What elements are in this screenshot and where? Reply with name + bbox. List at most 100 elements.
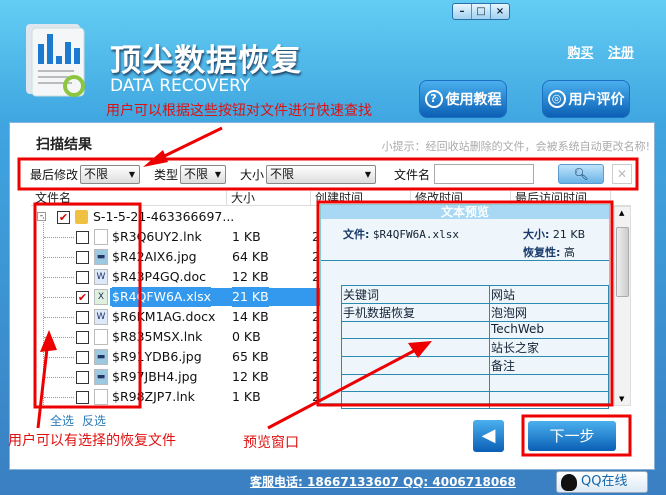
- created-time: 2014-12-12 9...: [312, 249, 319, 264]
- created-time: 2014-12-8 11...: [312, 329, 319, 344]
- file-size: 1 KB: [232, 389, 261, 404]
- app-subtitle: DATA RECOVERY: [110, 76, 251, 96]
- annotation-filter: 用户可以根据这些按钮对文件进行快速查找: [106, 103, 372, 119]
- preview-cell: [341, 356, 490, 375]
- selection-links: 全选 反选: [50, 412, 114, 429]
- file-checkbox[interactable]: [76, 391, 89, 404]
- contact-info: 客服电话: 18667133607 QQ: 4006718068: [250, 475, 516, 489]
- close-button[interactable]: ×: [490, 4, 509, 19]
- preview-cell: TechWeb: [488, 321, 610, 339]
- maximize-button[interactable]: □: [471, 4, 490, 19]
- modified-label: 最后修改: [30, 167, 79, 182]
- col-accessed[interactable]: 最后访问时间: [511, 191, 611, 205]
- preview-cell: 备注: [488, 356, 610, 375]
- reviews-label: 用户评价: [568, 92, 625, 108]
- file-checkbox[interactable]: [76, 311, 89, 324]
- preview-row: 关键词 网站: [341, 285, 610, 304]
- close-icon: ✕: [616, 167, 628, 181]
- annotation-select: 用户可以有选择的恢复文件: [8, 433, 176, 449]
- file-name: $R91YDB6.jpg: [112, 349, 202, 364]
- col-size[interactable]: 大小: [227, 191, 311, 205]
- preview-table: 关键词 网站 手机数据恢复 泡泡网 TechWeb 站长之家 备注: [341, 285, 610, 409]
- window-controls: – □ ×: [452, 3, 510, 20]
- root-checkbox[interactable]: ✔: [57, 211, 70, 224]
- scan-results-title: 扫描结果: [36, 137, 92, 153]
- file-size: 21 KB: [232, 287, 269, 307]
- minimize-button[interactable]: –: [459, 6, 465, 17]
- created-time: 2014-12-15 16...: [312, 349, 319, 364]
- search-icon: 🔍︎: [573, 167, 589, 181]
- file-name: $R3Q6UY2.lnk: [112, 229, 202, 244]
- preview-row: TechWeb: [341, 321, 610, 339]
- file-size: 65 KB: [232, 349, 269, 364]
- file-checkbox[interactable]: [76, 251, 89, 264]
- file-name: $R98ZJP7.lnk: [112, 389, 195, 404]
- word-icon: W: [94, 309, 108, 325]
- file-label: 文件:: [343, 228, 370, 241]
- file-checkbox[interactable]: ✔: [76, 291, 89, 304]
- file-checkbox[interactable]: [76, 331, 89, 344]
- preview-row: 站长之家: [341, 338, 610, 357]
- date-cells: 2014-12-16 1...2014-12-16 1...2014-12-16…: [312, 307, 319, 327]
- file-value: $R4QFW6A.xlsx: [372, 228, 459, 241]
- tutorial-button[interactable]: ? 使用教程: [419, 80, 507, 118]
- preview-cell: [341, 391, 490, 409]
- back-button[interactable]: ◀: [473, 420, 504, 452]
- file-icon: [94, 389, 108, 405]
- file-icon: [94, 329, 108, 345]
- preview-row: [341, 391, 610, 409]
- scroll-down-icon[interactable]: ▼: [619, 395, 625, 403]
- clear-button[interactable]: ✕: [612, 164, 632, 184]
- annotation-preview: 预览窗口: [243, 435, 299, 451]
- preview-cell: [488, 374, 610, 392]
- preview-cell: [341, 321, 490, 339]
- excel-icon: X: [94, 289, 108, 305]
- invert-selection-link[interactable]: 反选: [82, 414, 107, 428]
- date-cells: 2014-12-8 11...2014-12-8 11...2014-12-8 …: [312, 327, 319, 347]
- filename-input[interactable]: [434, 164, 535, 184]
- preview-cell: 手机数据恢复: [341, 303, 490, 322]
- created-time: 2014-12-16 1...: [312, 309, 319, 324]
- buy-link[interactable]: 购买: [567, 46, 594, 61]
- preview-cell: 站长之家: [488, 338, 610, 357]
- file-size: 1 KB: [232, 229, 261, 244]
- type-select[interactable]: 不限: [180, 164, 227, 184]
- date-cells: 2014-12-12 1...2014-12-12 1...2014-12-12…: [312, 367, 319, 387]
- file-checkbox[interactable]: [76, 231, 89, 244]
- col-created[interactable]: 创建时间: [311, 191, 411, 205]
- size-label-preview: 大小:: [523, 228, 550, 241]
- scroll-thumb[interactable]: [616, 227, 629, 297]
- scrollbar[interactable]: ▲ ▼: [614, 206, 631, 406]
- scroll-up-icon[interactable]: ▲: [619, 209, 625, 217]
- image-icon: ▬: [94, 369, 108, 385]
- date-cells: 2014-12-3 15:...2014-12-3 15:...2014-12-…: [312, 267, 319, 287]
- qq-online-button[interactable]: QQ在线: [556, 471, 648, 493]
- preview-cell: [341, 338, 490, 357]
- file-icon: [94, 229, 108, 245]
- search-button[interactable]: 🔍︎: [558, 164, 604, 184]
- collapse-icon[interactable]: -: [37, 212, 46, 221]
- header-links: 购买 注册: [557, 42, 634, 61]
- next-button[interactable]: 下一步: [528, 421, 616, 451]
- qq-label: QQ在线: [581, 474, 628, 489]
- size-select[interactable]: 不限: [266, 164, 377, 184]
- file-name: $R835MSX.lnk: [112, 329, 203, 344]
- col-name[interactable]: 文件名: [31, 191, 227, 205]
- preview-row: 备注: [341, 356, 610, 375]
- file-checkbox[interactable]: [76, 351, 89, 364]
- root-folder-name: S-1-5-21-463366697...: [93, 209, 235, 224]
- image-icon: ▬: [94, 249, 108, 265]
- app-title: 顶尖数据恢复: [110, 43, 302, 79]
- col-modified[interactable]: 修改时间: [411, 191, 511, 205]
- word-icon: W: [94, 269, 108, 285]
- register-link[interactable]: 注册: [607, 46, 634, 61]
- select-all-link[interactable]: 全选: [50, 414, 75, 428]
- file-checkbox[interactable]: [76, 371, 89, 384]
- modified-select[interactable]: 不限: [80, 164, 141, 184]
- reviews-button[interactable]: ◎ 用户评价: [542, 80, 630, 118]
- file-size: 64 KB: [232, 249, 269, 264]
- file-checkbox[interactable]: [76, 271, 89, 284]
- file-size: 12 KB: [232, 269, 269, 284]
- created-time: 2014-12-12 1...: [312, 369, 319, 384]
- size-value-preview: 21 KB: [552, 228, 586, 241]
